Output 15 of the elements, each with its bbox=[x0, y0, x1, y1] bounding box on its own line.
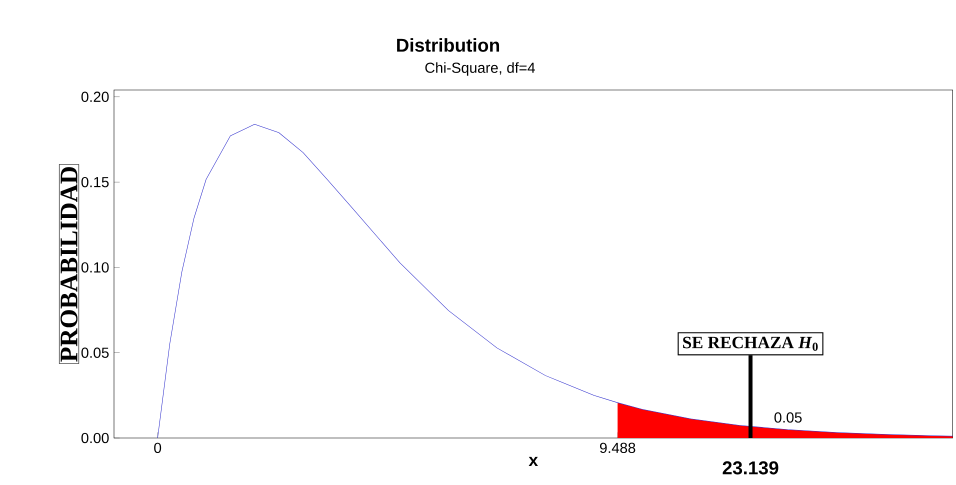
line-series bbox=[157, 124, 953, 438]
y-tick-label: 0.00 bbox=[81, 432, 109, 444]
y-tick-label: 0.15 bbox=[81, 176, 109, 188]
annotation: 0.05 bbox=[774, 412, 802, 423]
x-tick-label: 0 bbox=[154, 442, 162, 454]
chart-subtitle: Chi-Square, df=4 bbox=[425, 62, 535, 76]
y-axis-title: PROBABILIDAD bbox=[60, 167, 78, 362]
y-tick-label: 0.20 bbox=[81, 92, 109, 102]
y-tick-label: 0.10 bbox=[81, 262, 109, 273]
annotation: SE RECHAZA H$_{0}$ bbox=[683, 336, 818, 351]
annotation: 23.139 bbox=[722, 461, 778, 474]
x-tick-label: 9.488 bbox=[600, 442, 636, 454]
x-axis-title: x bbox=[528, 456, 538, 466]
y-tick-label: 0.05 bbox=[81, 348, 109, 358]
chart-title: Distribution bbox=[397, 38, 500, 52]
